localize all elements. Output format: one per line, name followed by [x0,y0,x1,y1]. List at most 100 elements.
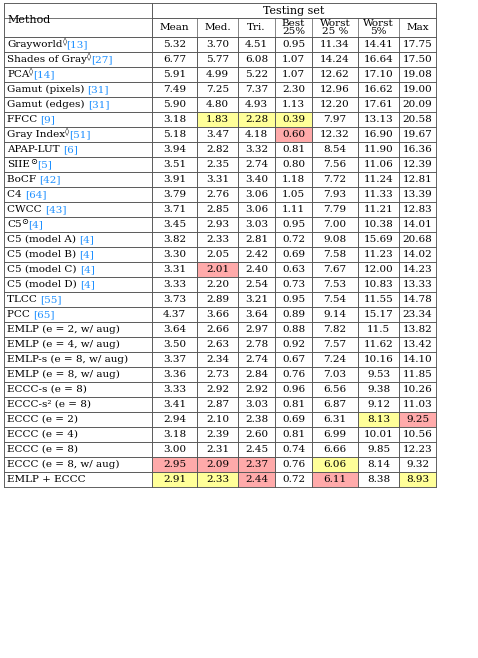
Text: 3.06: 3.06 [245,190,268,199]
Bar [238,142,275,157]
Bar [399,232,436,247]
Text: 0.72: 0.72 [282,235,305,244]
Bar [399,337,436,352]
Text: 2.37: 2.37 [245,460,268,469]
Bar [197,442,238,457]
Text: C5 (model A): C5 (model A) [7,235,79,244]
Text: 7.79: 7.79 [324,205,347,214]
Text: [5]: [5] [37,160,52,169]
Bar [152,18,436,37]
Text: 2.30: 2.30 [282,85,305,94]
Bar [197,472,238,487]
Bar [358,232,399,247]
Bar [312,367,358,382]
Bar [197,277,238,292]
Text: [13]: [13] [66,40,88,49]
Bar [399,442,436,457]
Bar [275,187,312,202]
Bar [358,292,399,307]
Bar [275,232,312,247]
Bar [4,397,152,412]
Bar [358,457,399,472]
Bar [358,82,399,97]
Bar [197,247,238,262]
Text: 16.90: 16.90 [364,130,393,139]
Bar [275,217,312,232]
Bar [275,457,312,472]
Bar [4,217,152,232]
Bar [197,307,238,322]
Text: Worst: Worst [363,20,394,28]
Text: [14]: [14] [33,70,55,79]
Text: [65]: [65] [33,310,54,319]
Bar [399,82,436,97]
Bar [152,217,197,232]
Bar [4,142,152,157]
Bar [197,82,238,97]
Bar [399,202,436,217]
Bar [238,337,275,352]
Text: Gray Index: Gray Index [7,130,65,139]
Text: 12.96: 12.96 [320,85,350,94]
Bar [399,352,436,367]
Text: 7.24: 7.24 [324,355,347,364]
Text: 0.81: 0.81 [282,145,305,154]
Text: 0.81: 0.81 [282,400,305,409]
Text: [31]: [31] [88,100,109,109]
Text: [4]: [4] [29,220,43,229]
Bar [197,172,238,187]
Text: 2.73: 2.73 [206,370,229,379]
Text: 0.73: 0.73 [282,280,305,289]
Bar [197,292,238,307]
Bar [238,352,275,367]
Bar [4,187,152,202]
Bar [358,217,399,232]
Text: 0.95: 0.95 [282,295,305,304]
Text: 3.40: 3.40 [245,175,268,184]
Text: 2.54: 2.54 [245,280,268,289]
Bar [238,67,275,82]
Text: 10.38: 10.38 [364,220,393,229]
Bar [275,247,312,262]
Bar [312,217,358,232]
Bar [312,322,358,337]
Bar [152,172,197,187]
Bar [399,247,436,262]
Text: 7.49: 7.49 [163,85,186,94]
Bar [238,307,275,322]
Bar [358,172,399,187]
Bar [275,292,312,307]
Bar [238,397,275,412]
Text: 3.00: 3.00 [163,445,186,454]
Bar [312,472,358,487]
Bar [312,427,358,442]
Bar [152,457,197,472]
Bar [312,337,358,352]
Text: [4]: [4] [80,280,95,289]
Bar [197,337,238,352]
Bar [358,187,399,202]
Text: 2.91: 2.91 [163,475,186,484]
Text: [31]: [31] [87,85,109,94]
Bar [238,187,275,202]
Text: 14.78: 14.78 [402,295,433,304]
Bar [238,232,275,247]
Bar [358,277,399,292]
Bar [197,262,238,277]
Bar [197,187,238,202]
Bar [4,307,152,322]
Bar [152,3,436,18]
Bar [275,112,312,127]
Text: 14.02: 14.02 [402,250,433,259]
Bar [238,37,275,52]
Bar [312,232,358,247]
Text: 6.56: 6.56 [324,385,347,394]
Text: 2.60: 2.60 [245,430,268,439]
Text: 16.64: 16.64 [364,55,393,64]
Bar [152,157,197,172]
Bar [238,217,275,232]
Text: 8.93: 8.93 [406,475,429,484]
Bar [152,427,197,442]
Text: 0.76: 0.76 [282,460,305,469]
Text: 5.90: 5.90 [163,100,186,109]
